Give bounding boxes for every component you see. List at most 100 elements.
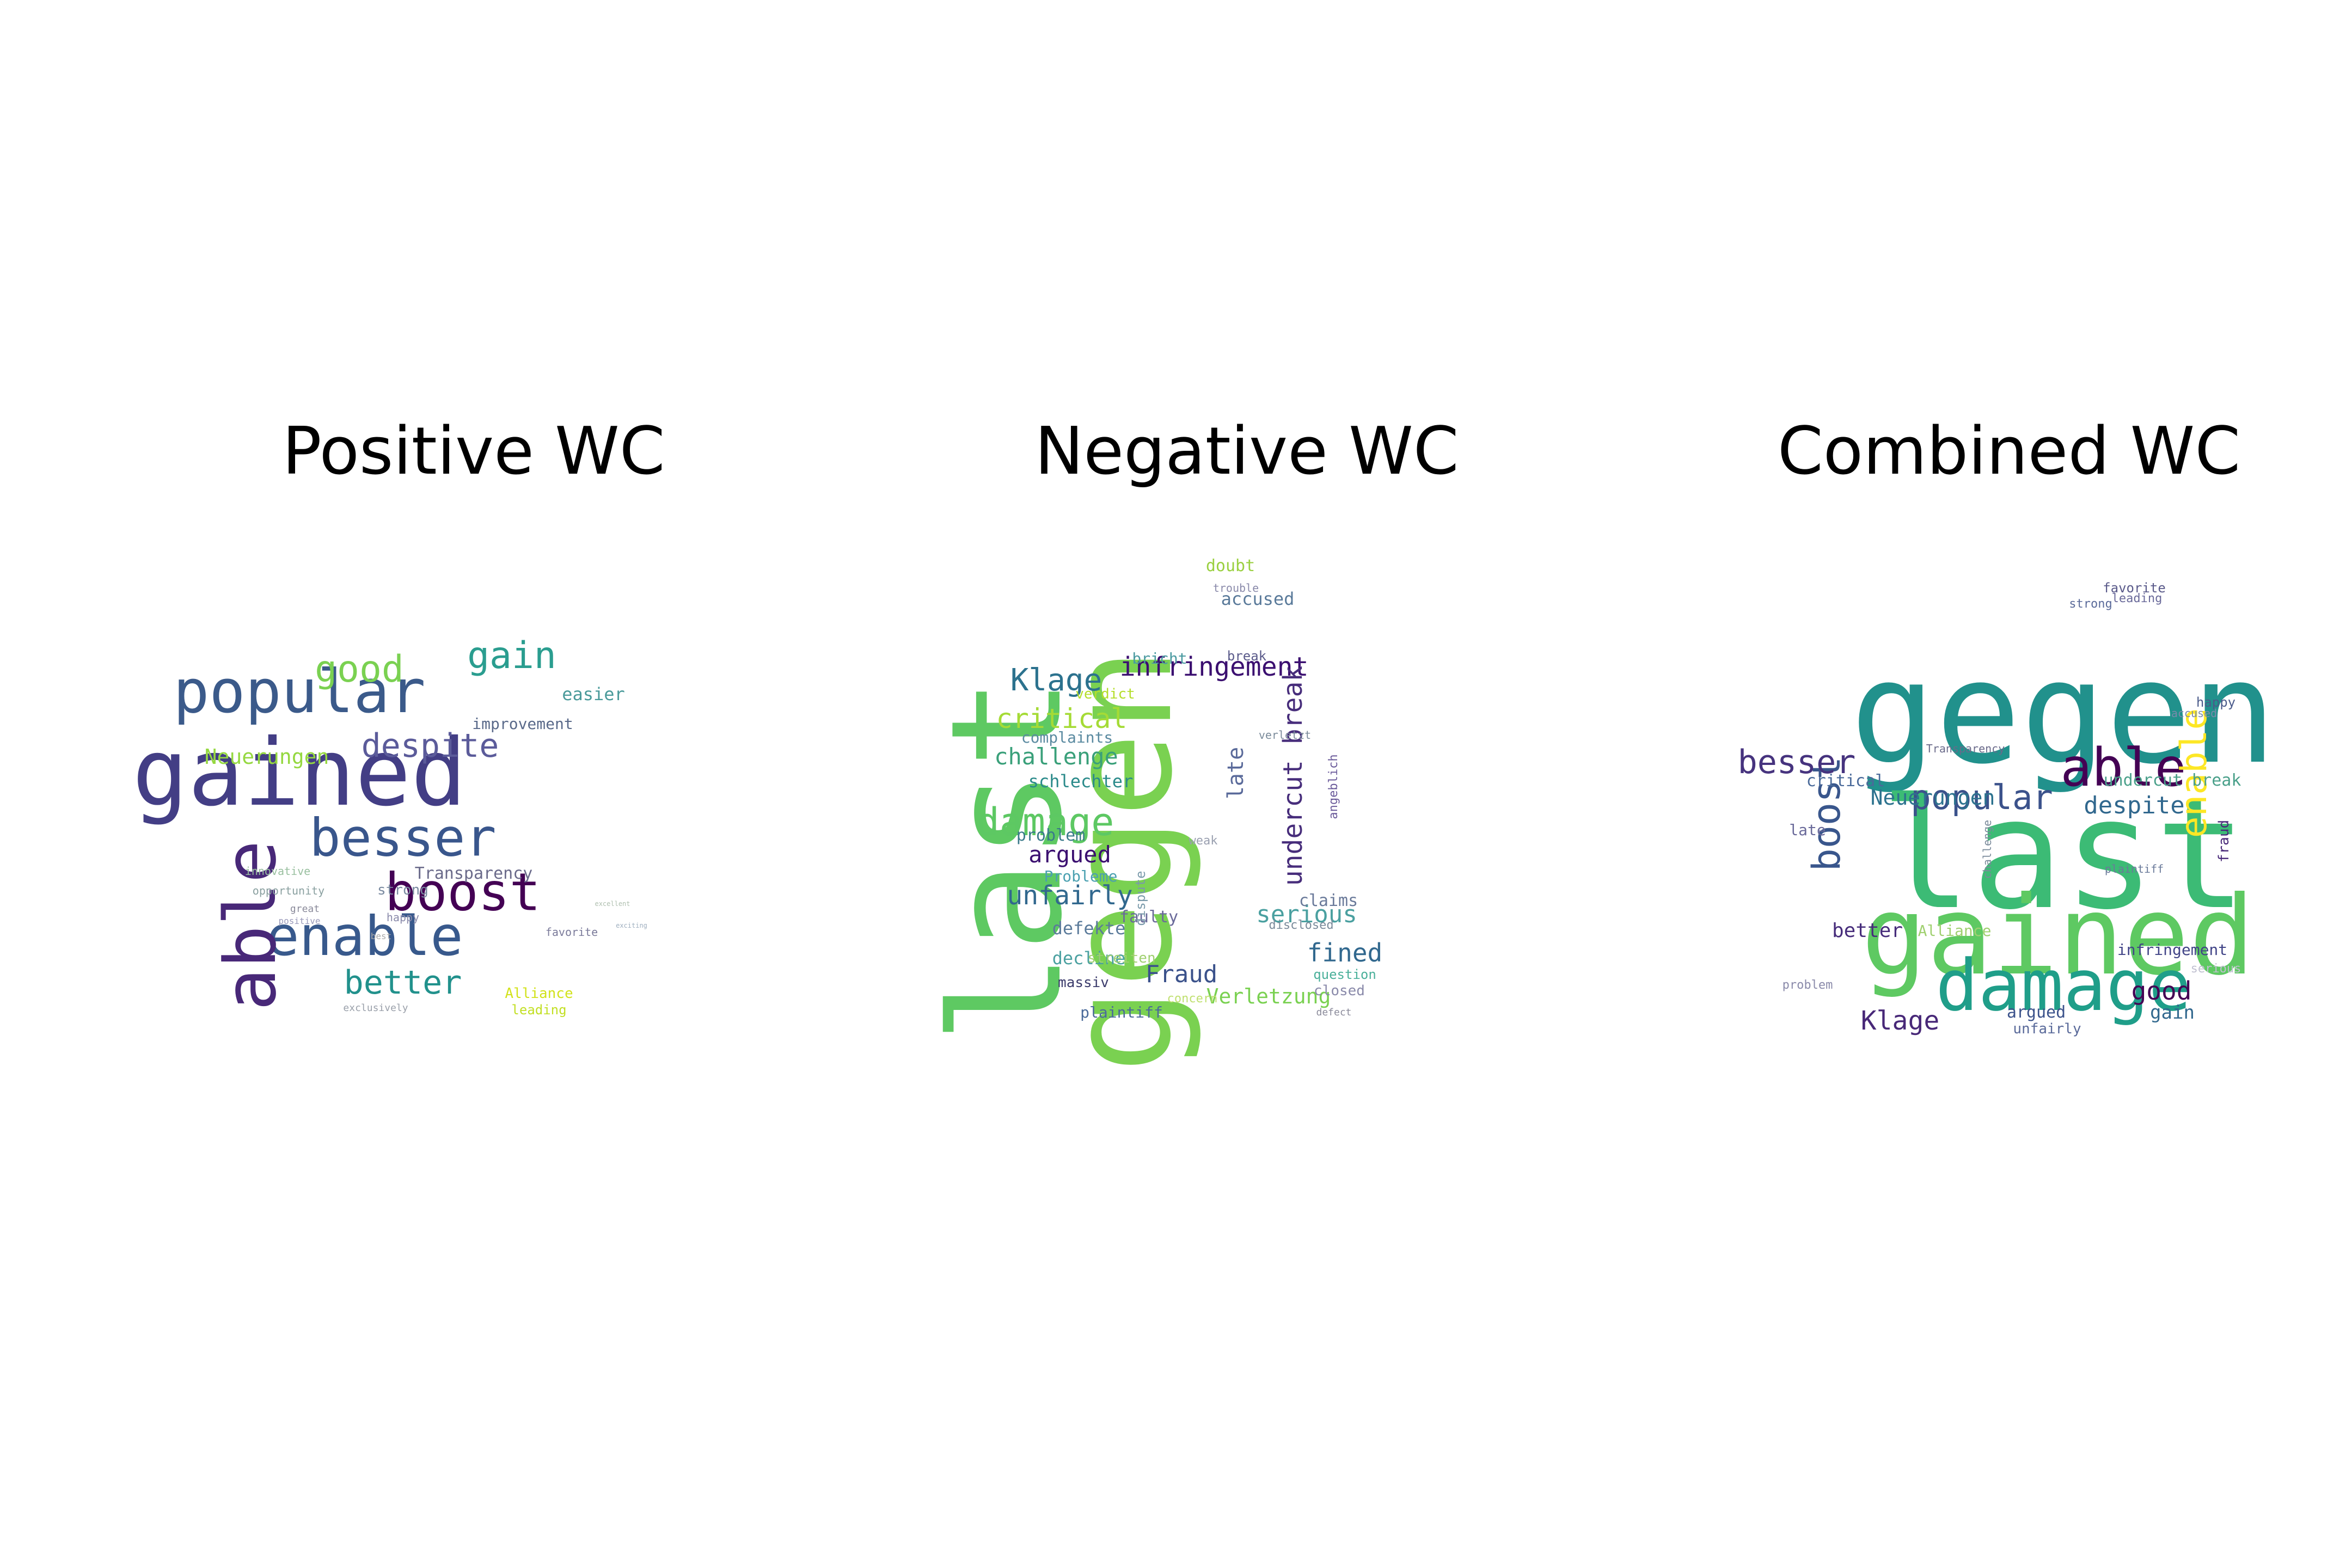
panel-title: Positive WC [282, 414, 665, 489]
wordcloud: last gegen damage infringement Klage critical… [866, 534, 1628, 1074]
wordcloud-word: serious [1256, 901, 1357, 928]
wordcloud-word: massiv [1058, 975, 1109, 991]
wordcloud-word: gain [2150, 1002, 2195, 1024]
wordcloud-word: Verletzung [1206, 984, 1331, 1008]
wordcloud-word: good [315, 648, 404, 691]
wordcloud-word: damage [1935, 944, 2191, 1027]
wordcloud-word: unfairly [2013, 1021, 2081, 1037]
wordcloud-word: innovative [244, 865, 311, 878]
wordcloud-word: challenge [1981, 819, 1994, 879]
wordcloud-word: fined [1307, 938, 1383, 967]
wordcloud-word: streiten [1087, 950, 1156, 966]
wordcloud-word: problem [1016, 826, 1086, 845]
wordcloud-word: plaintiff [1080, 1003, 1163, 1021]
positive-wordcloud-panel: Positive WC gained popular besser boost enab… [93, 0, 855, 1568]
wordcloud-word: Probleme [1044, 867, 1118, 885]
wordcloud-word: damage [976, 800, 1114, 844]
wordcloud-word: Alliance [1918, 922, 1992, 940]
wordcloud-word: claims [1298, 891, 1358, 910]
wordcloud-word: accused [1221, 589, 1295, 609]
wordcloud-word: trouble [1212, 581, 1259, 595]
wordcloud-word: leading [2111, 592, 2163, 605]
wordcloud-word: gained [1861, 873, 2255, 1000]
wordcloud-word: strong [2069, 597, 2112, 611]
wordcloud-word: question [1313, 967, 1376, 982]
wordcloud-word: popular [173, 657, 426, 726]
wordcloud-word: defekte [1052, 918, 1126, 939]
wordcloud-word: undercut break [2103, 771, 2241, 790]
wordcloud-word: despite [2084, 792, 2185, 819]
wordcloud-word: plaintiff [2104, 862, 2164, 875]
wordcloud-word: argued [2006, 1003, 2066, 1022]
wordcloud-word: better [1832, 920, 1903, 942]
wordcloud-word: complaints [1021, 728, 1113, 746]
wordcloud-word: late [1223, 746, 1248, 800]
wordcloud-word: argued [1028, 841, 1111, 868]
wordcloud-word: late [1789, 821, 1826, 839]
wordcloud-word: positive [278, 916, 321, 926]
wordcloud-word: closed [1314, 983, 1365, 999]
wordcloud-word: Klage [1010, 663, 1102, 698]
wordcloud-word: despite [361, 727, 499, 765]
wordcloud-word: problem [1782, 978, 1833, 992]
wordcloud-word: Transparency [414, 864, 533, 883]
wordcloud-word: critical [996, 703, 1128, 734]
wordcloud-word: defect [1316, 1007, 1352, 1018]
wordcloud-word: popular [1910, 777, 2053, 817]
wordcloud-word: favorite [2103, 580, 2166, 596]
wordcloud-word: good [2131, 976, 2192, 1006]
wordcloud: gained popular besser boost enable able good ga… [93, 534, 855, 1056]
wordcloud-word: Klage [1860, 1006, 1940, 1036]
wordcloud-word: boost [385, 862, 541, 923]
wordcloud-word: happy [2196, 695, 2236, 710]
wordcloud-word: besser [1737, 743, 1856, 781]
panel-title: Combined WC [1777, 414, 2241, 489]
wordcloud-word: gained [132, 719, 467, 827]
wordcloud-word: critical [1806, 771, 1885, 791]
panel-title: Negative WC [1034, 414, 1459, 489]
wordcloud-word: infringement [1119, 652, 1309, 682]
wordcloud-word: opportunity [252, 884, 325, 897]
wordcloud-word: angeblich [1327, 754, 1340, 819]
wordcloud-word: doubt [1205, 556, 1255, 575]
wordcloud-word: strong [377, 882, 428, 898]
wordcloud-word: favorite [545, 926, 598, 939]
wordcloud-word: challenge [994, 743, 1118, 770]
wordcloud-word: excellent [595, 900, 630, 908]
wordcloud-word: Neuerungen [204, 745, 329, 769]
wordcloud-word: weak [1189, 834, 1218, 848]
wordcloud-word: besser [309, 808, 497, 868]
wordcloud-word: concern [1167, 992, 1218, 1006]
wordcloud-word: bricht [1132, 650, 1187, 667]
wordcloud-word: better [344, 964, 462, 1002]
wordcloud-word: serious [2190, 962, 2241, 976]
wordcloud-word: gain [467, 634, 556, 677]
wordcloud-word: able [2060, 737, 2186, 798]
wordcloud-word: unfairly [1007, 880, 1133, 911]
wordcloud-word: exciting [616, 922, 647, 929]
wordcloud-word: fraud [2216, 819, 2232, 863]
wordcloud-word: best [370, 931, 392, 941]
wordcloud-word: gegen [1850, 631, 2277, 795]
wordcloud-word: schlechter [1028, 771, 1134, 792]
wordcloud-word: accused [2171, 707, 2218, 720]
wordcloud-word: Alliance [505, 985, 573, 1002]
wordcloud-word: easier [562, 684, 625, 705]
wordcloud-word: Transparency [1926, 742, 2005, 755]
wordcloud-word: happy [386, 911, 420, 924]
wordcloud-word: verletzt [1258, 728, 1312, 742]
wordcloud-word: enable [266, 904, 463, 968]
combined-wordcloud-panel: Combined WC gegen last gained damage able ena… [1628, 0, 2352, 1568]
wordcloud-word: Fraud [1145, 960, 1218, 988]
wordcloud-word: undercut break [1278, 665, 1308, 886]
wordcloud-word: improvement [472, 715, 573, 733]
wordcloud-word: infringement [2117, 941, 2228, 959]
wordcloud-word: disclosed [1269, 918, 1334, 932]
wordcloud-word: Neuerungen [1870, 786, 1995, 810]
wordcloud-word: exclusively [343, 1002, 408, 1014]
wordcloud-word: decline [1052, 948, 1126, 969]
wordcloud-word: faulty [1119, 908, 1179, 927]
wordcloud-word: break [1227, 648, 1267, 664]
wordcloud-word: verdict [1075, 686, 1135, 702]
wordcloud-word: great [290, 903, 320, 915]
